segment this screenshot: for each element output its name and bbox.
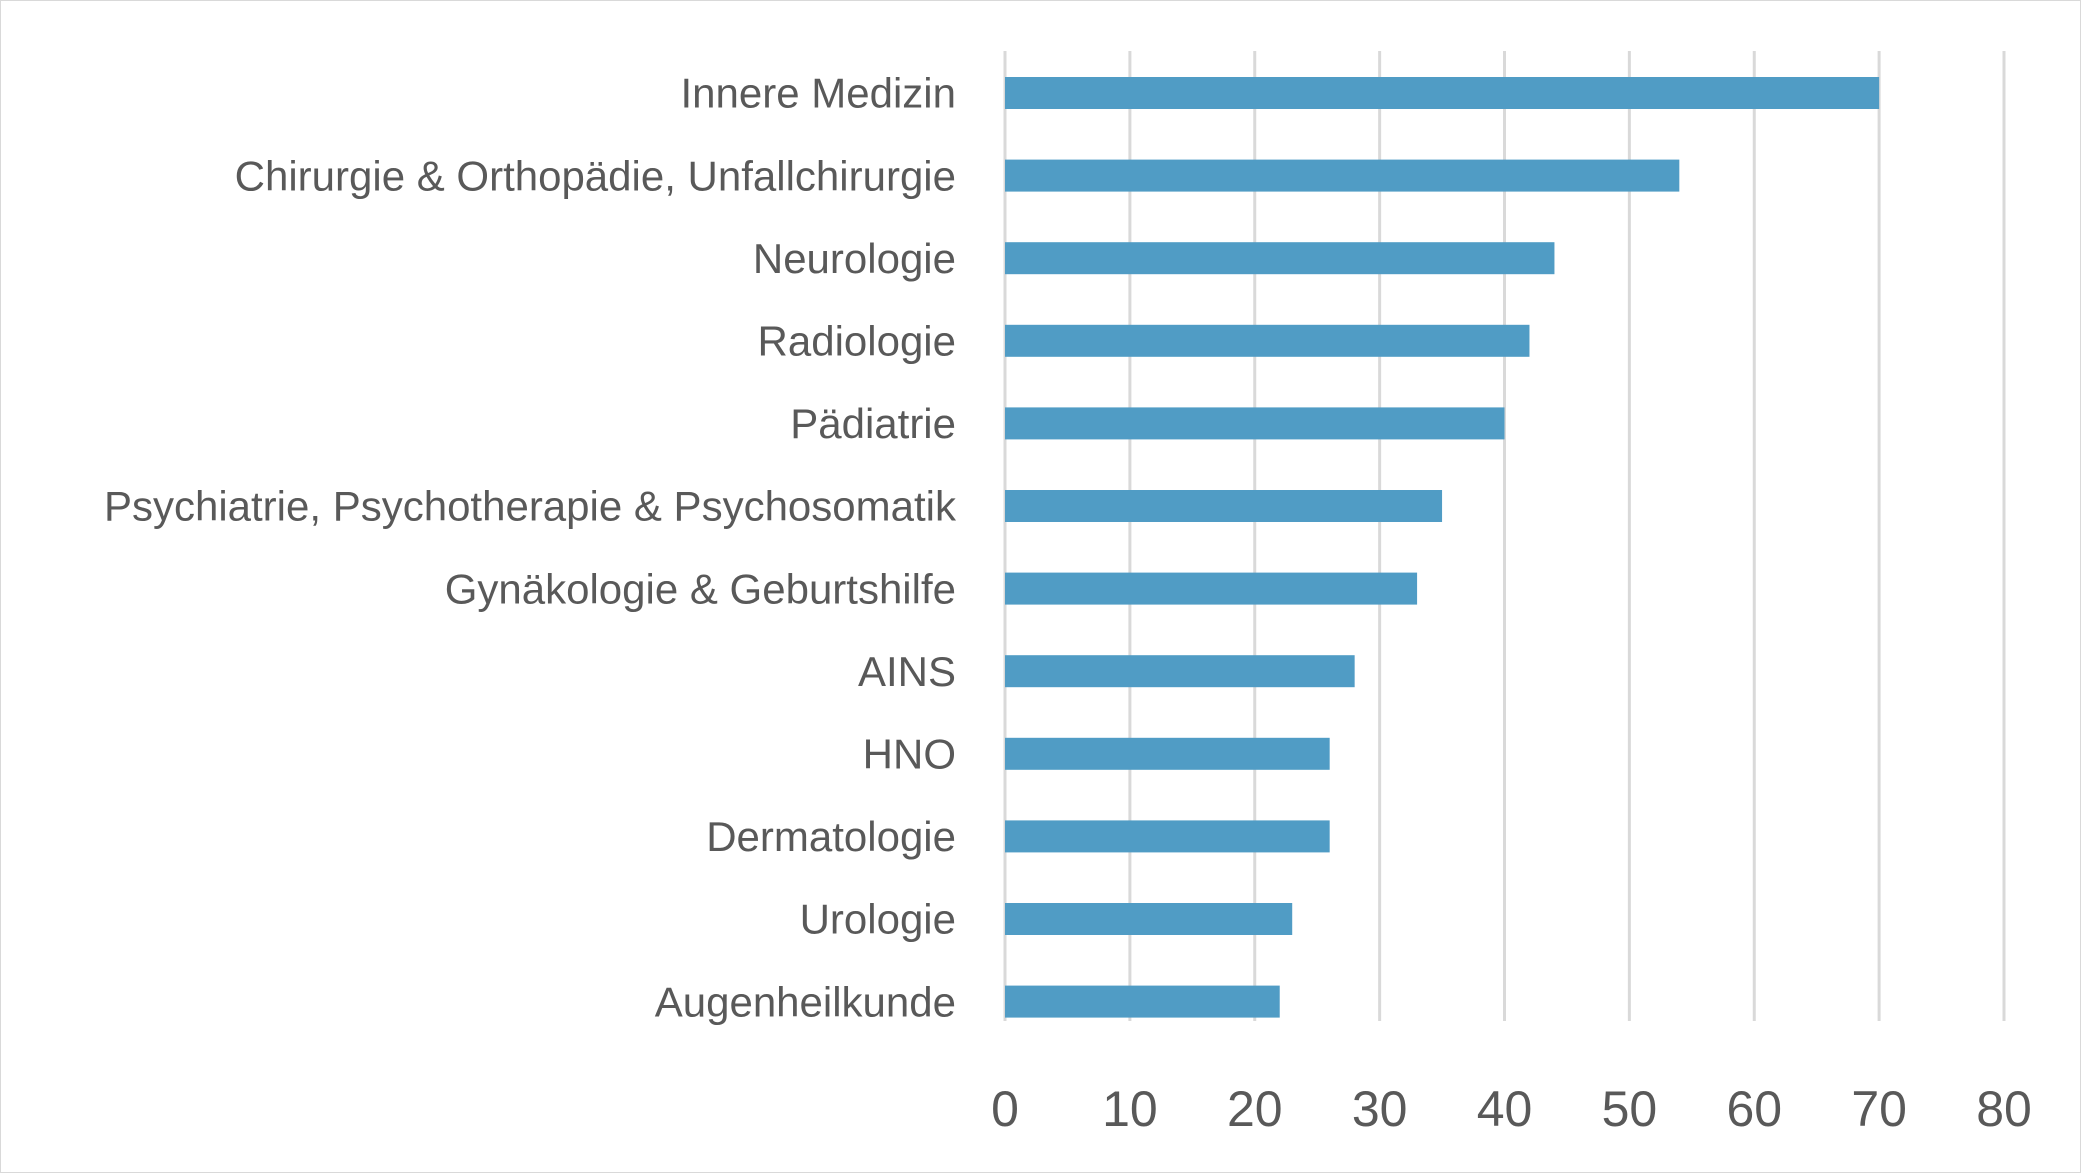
- category-label: Innere Medizin: [681, 70, 956, 117]
- bars: [1005, 77, 1880, 1018]
- bar: [1005, 820, 1330, 853]
- category-label: Radiologie: [758, 318, 956, 365]
- x-tick-label: 70: [1851, 1081, 1907, 1137]
- x-axis-tick-labels: 0 10 20 30 40 50 60 70 80: [991, 1081, 2032, 1137]
- bar: [1005, 159, 1680, 192]
- category-labels: Innere Medizin Chirurgie & Orthopädie, Un…: [104, 70, 957, 1026]
- category-label: AINS: [858, 648, 956, 695]
- x-tick-label: 60: [1726, 1081, 1782, 1137]
- bar: [1005, 490, 1443, 522]
- bar: [1005, 737, 1330, 770]
- x-tick-label: 80: [1976, 1081, 2032, 1137]
- category-label: Pädiatrie: [790, 400, 956, 447]
- category-label: Chirurgie & Orthopädie, Unfallchirurgie: [235, 152, 956, 199]
- x-tick-label: 50: [1602, 1081, 1658, 1137]
- bar: [1005, 572, 1418, 605]
- category-label: Neurologie: [753, 235, 956, 282]
- x-tick-label: 20: [1227, 1081, 1283, 1137]
- category-label: HNO: [863, 731, 956, 778]
- x-tick-label: 10: [1102, 1081, 1158, 1137]
- bar: [1005, 324, 1530, 357]
- category-label: Augenheilkunde: [655, 978, 956, 1025]
- bar: [1005, 903, 1293, 935]
- category-label: Gynäkologie & Geburtshilfe: [445, 565, 956, 612]
- x-tick-label: 30: [1352, 1081, 1408, 1137]
- bar: [1005, 77, 1880, 109]
- category-label: Urologie: [800, 896, 956, 943]
- category-label: Dermatologie: [706, 813, 956, 860]
- x-tick-label: 0: [991, 1081, 1019, 1137]
- bar: [1005, 985, 1280, 1018]
- bar: [1005, 407, 1505, 440]
- category-label: Psychiatrie, Psychotherapie & Psychosoma…: [104, 483, 957, 530]
- x-tick-label: 40: [1477, 1081, 1533, 1137]
- bar: [1005, 655, 1355, 688]
- bar: [1005, 242, 1555, 275]
- gridlines: [1003, 51, 2006, 1021]
